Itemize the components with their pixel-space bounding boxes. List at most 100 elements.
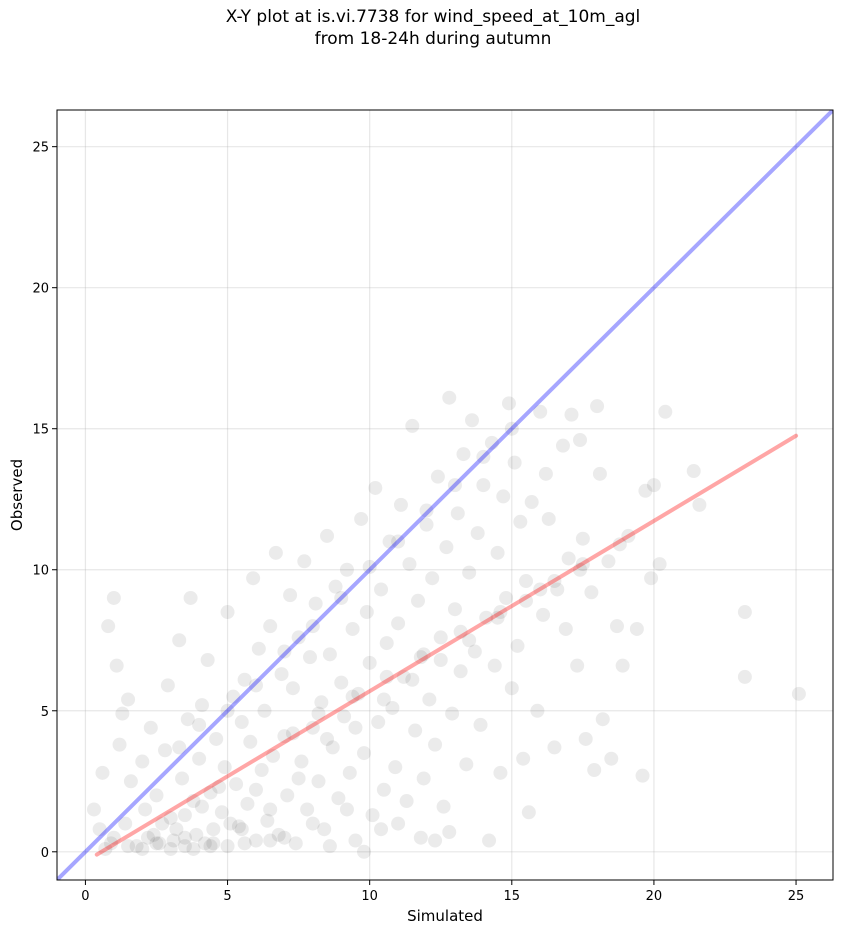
data-point-126	[467, 644, 482, 659]
data-point-158	[570, 658, 585, 673]
data-point-90	[365, 808, 380, 823]
data-point-211	[442, 825, 457, 840]
data-point-171	[621, 528, 636, 543]
data-point-187	[135, 841, 150, 856]
data-point-27	[183, 590, 198, 605]
data-point-194	[194, 799, 209, 814]
data-point-45	[237, 672, 252, 687]
data-point-137	[499, 590, 514, 605]
data-point-19	[158, 743, 173, 758]
data-point-152	[547, 740, 562, 755]
data-point-156	[561, 551, 576, 566]
data-point-198	[237, 836, 252, 851]
data-point-120	[450, 506, 465, 521]
data-point-184	[98, 841, 113, 856]
data-point-151	[541, 511, 556, 526]
data-point-69	[305, 720, 320, 735]
data-point-215	[248, 678, 263, 693]
data-point-46	[240, 796, 255, 811]
data-point-39	[220, 605, 235, 620]
data-point-85	[351, 686, 366, 701]
data-point-93	[374, 582, 389, 597]
data-point-147	[530, 703, 545, 718]
data-point-183	[791, 686, 806, 701]
data-point-240	[285, 726, 300, 741]
data-point-222	[447, 478, 462, 493]
data-point-47	[243, 734, 258, 749]
data-point-57	[271, 827, 286, 842]
data-point-28	[186, 794, 201, 809]
data-point-209	[413, 830, 428, 845]
data-point-95	[379, 636, 394, 651]
data-point-193	[186, 841, 201, 856]
data-point-246	[493, 605, 508, 620]
data-point-178	[652, 557, 667, 572]
data-point-58	[274, 667, 289, 682]
y-tick-label-2: 10	[32, 564, 49, 579]
data-point-89	[362, 655, 377, 670]
data-point-16	[143, 720, 158, 735]
data-point-125	[465, 413, 480, 428]
data-point-233	[405, 672, 420, 687]
data-point-35	[206, 822, 221, 837]
data-point-51	[254, 763, 269, 777]
data-point-52	[257, 703, 272, 718]
data-point-67	[300, 802, 315, 817]
data-point-109	[419, 517, 434, 532]
data-point-139	[504, 681, 519, 696]
data-point-175	[644, 571, 659, 586]
data-points	[86, 390, 806, 859]
data-point-83	[345, 621, 360, 636]
grid	[57, 110, 833, 880]
data-point-66	[297, 554, 312, 569]
data-point-186	[121, 839, 136, 854]
data-point-136	[496, 489, 511, 504]
data-point-227	[206, 836, 221, 851]
data-point-38	[217, 760, 232, 775]
data-point-105	[408, 723, 423, 738]
data-point-232	[376, 692, 391, 707]
data-point-98	[388, 760, 403, 775]
chart-title-line-1: X-Y plot at is.vi.7738 for wind_speed_at…	[225, 7, 641, 27]
y-tick-label-1: 5	[41, 705, 49, 720]
data-point-161	[578, 731, 593, 746]
data-point-134	[490, 545, 505, 560]
data-point-133	[487, 658, 502, 673]
data-point-102	[399, 794, 414, 809]
data-point-9	[121, 692, 136, 707]
data-point-146	[524, 495, 539, 510]
data-point-223	[476, 449, 491, 464]
data-point-239	[575, 557, 590, 572]
data-point-224	[504, 421, 519, 436]
data-point-114	[433, 630, 448, 645]
data-point-245	[453, 624, 468, 639]
data-point-82	[342, 765, 357, 780]
data-point-202	[291, 771, 306, 786]
y-tick-label-0: 0	[41, 846, 49, 861]
data-point-242	[345, 689, 360, 704]
data-point-13	[135, 754, 150, 769]
data-point-159	[573, 433, 588, 447]
data-point-73	[317, 822, 332, 837]
data-point-32	[197, 836, 212, 851]
data-point-127	[470, 526, 485, 541]
data-point-196	[212, 779, 227, 794]
data-point-34	[203, 785, 218, 800]
data-point-168	[604, 751, 619, 766]
data-point-234	[433, 653, 448, 667]
data-point-36	[209, 731, 224, 746]
reference-lines	[57, 110, 833, 880]
data-point-238	[547, 574, 562, 589]
data-point-213	[192, 717, 207, 732]
data-point-91	[368, 480, 383, 495]
data-point-10	[118, 816, 133, 831]
data-point-207	[374, 822, 389, 837]
data-point-212	[172, 740, 187, 755]
data-point-185	[106, 830, 121, 845]
data-point-197	[223, 816, 238, 831]
data-point-162	[584, 585, 599, 600]
data-point-11	[123, 774, 138, 789]
chart-title: X-Y plot at is.vi.7738 for wind_speed_at…	[0, 6, 843, 50]
data-point-0	[86, 802, 101, 817]
data-point-165	[592, 466, 607, 481]
